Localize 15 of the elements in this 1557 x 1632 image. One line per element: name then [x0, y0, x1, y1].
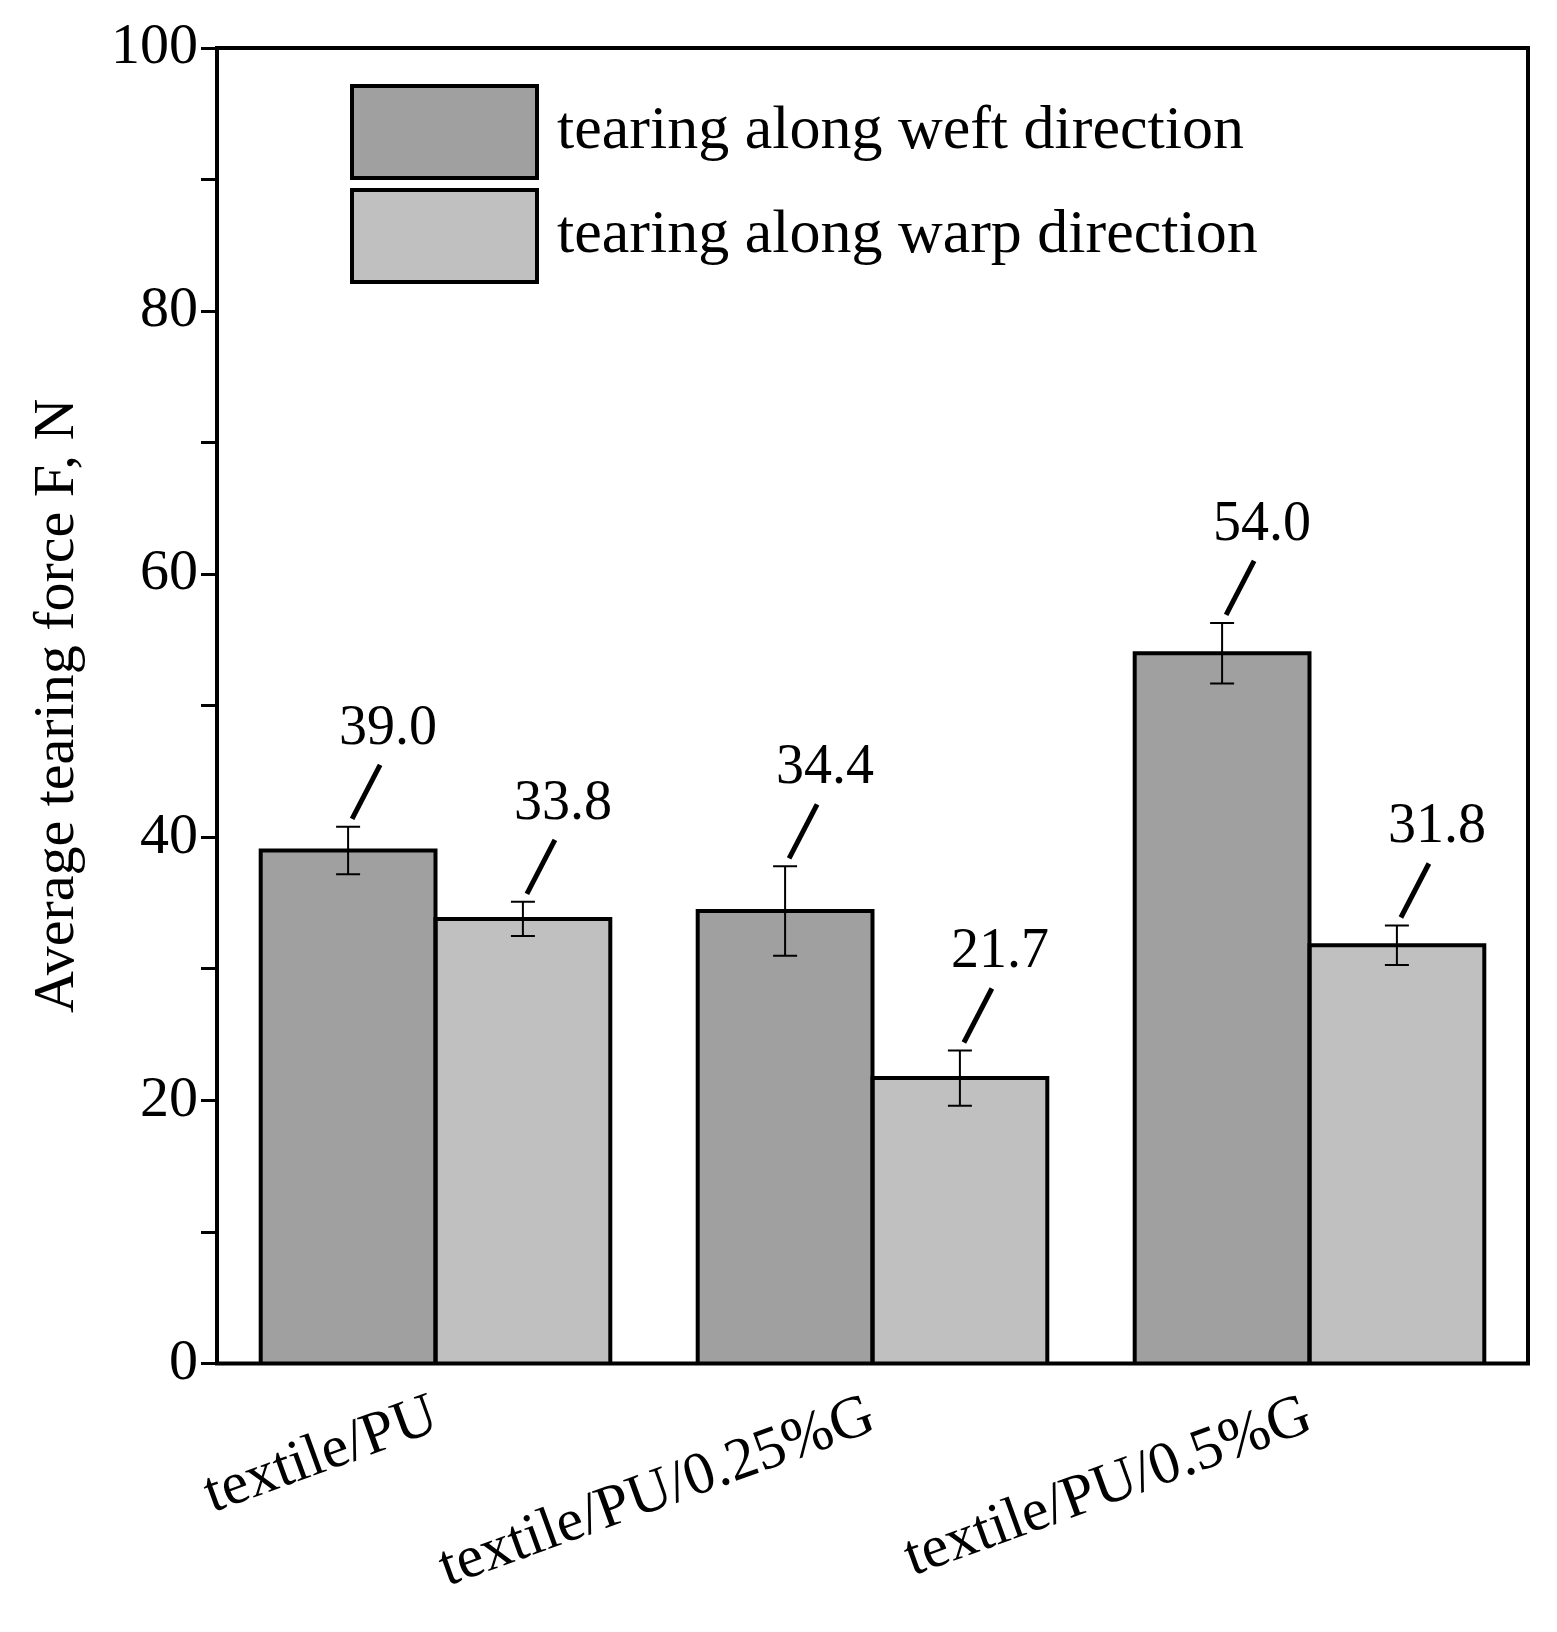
y-tick-label: 80 — [140, 274, 198, 340]
y-tick-label: 60 — [140, 537, 198, 603]
legend-label: tearing along warp direction — [557, 197, 1258, 266]
data-label: 33.8 — [513, 768, 612, 831]
legend-label: tearing along weft direction — [557, 93, 1244, 162]
data-label: 54.0 — [1213, 489, 1312, 552]
data-label: 39.0 — [339, 693, 438, 756]
y-tick-label: 20 — [140, 1063, 198, 1129]
y-tick-label: 0 — [169, 1326, 198, 1392]
data-label: 31.8 — [1387, 792, 1486, 855]
y-tick-label: 100 — [111, 11, 198, 77]
data-label: 21.7 — [950, 917, 1049, 980]
y-tick-label: 40 — [140, 800, 198, 866]
y-axis-title: Average tearing force F, N — [21, 398, 87, 1013]
data-label: 34.4 — [776, 733, 875, 795]
